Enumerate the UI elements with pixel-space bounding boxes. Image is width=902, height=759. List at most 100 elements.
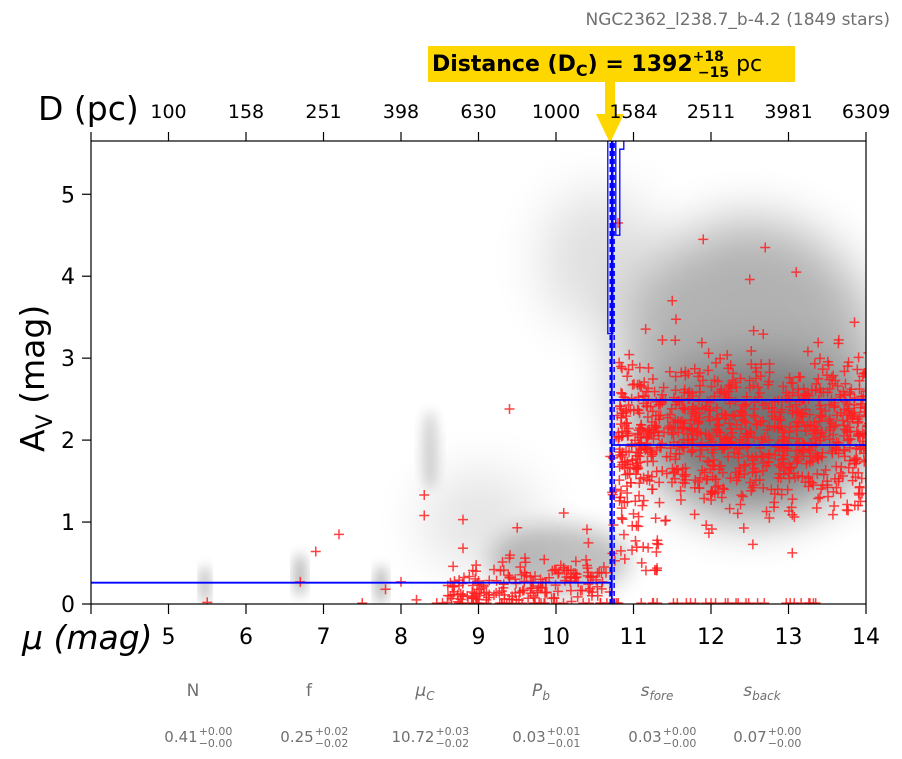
star-marker — [798, 383, 809, 394]
star-marker — [800, 388, 811, 399]
star-marker — [683, 368, 694, 379]
star-marker — [478, 580, 489, 591]
star-marker — [742, 451, 753, 462]
star-marker — [764, 358, 775, 369]
param-lower-error: −0.00 — [663, 737, 697, 750]
star-marker — [473, 584, 484, 595]
star-marker — [751, 418, 762, 429]
star-marker — [761, 506, 772, 517]
star-marker — [719, 484, 730, 495]
star-marker — [651, 466, 662, 477]
star-marker — [743, 598, 754, 604]
star-marker — [839, 390, 850, 401]
star-marker — [501, 598, 512, 604]
star-marker — [627, 520, 638, 531]
x-tick-label: 11 — [620, 625, 648, 650]
star-marker — [865, 480, 866, 482]
star-marker — [654, 497, 665, 508]
star-marker — [846, 384, 857, 395]
star-marker — [717, 444, 728, 455]
star-marker — [711, 402, 722, 413]
star-marker — [634, 478, 645, 489]
y-axis-label-main: A — [13, 429, 52, 452]
star-marker — [813, 493, 824, 504]
star-marker — [749, 411, 760, 422]
star-marker — [861, 391, 866, 402]
star-marker — [747, 482, 758, 493]
star-marker — [739, 459, 750, 470]
star-marker — [643, 424, 654, 435]
star-marker — [705, 405, 716, 416]
star-marker — [547, 565, 558, 576]
star-marker — [616, 363, 627, 374]
top-tick-label: 1584 — [609, 101, 657, 123]
star-marker — [643, 542, 654, 553]
star-marker — [479, 588, 490, 599]
density-blob-d — [422, 410, 438, 490]
star-marker — [790, 451, 801, 462]
star-marker — [868, 409, 878, 419]
star-marker — [595, 598, 606, 604]
param-value: 0.03 — [512, 728, 545, 746]
star-marker — [697, 465, 708, 476]
star-marker — [310, 546, 321, 557]
y-axis-label-unit: (mag) — [13, 305, 52, 415]
star-marker — [706, 523, 717, 534]
star-marker — [820, 464, 831, 475]
star-marker — [760, 242, 771, 253]
star-marker — [670, 414, 681, 425]
star-marker — [781, 393, 792, 404]
star-marker — [693, 396, 704, 407]
star-marker — [202, 597, 213, 604]
star-marker — [643, 383, 654, 394]
star-marker — [782, 484, 793, 495]
star-marker — [648, 456, 659, 467]
star-marker — [697, 375, 708, 386]
star-marker — [769, 497, 780, 508]
star-marker — [763, 379, 774, 390]
top-tick-label: 2511 — [687, 101, 735, 123]
star-marker — [773, 460, 784, 471]
star-marker — [626, 439, 637, 450]
star-marker — [863, 352, 866, 354]
star-marker — [776, 404, 787, 415]
star-marker — [867, 432, 877, 442]
star-marker — [722, 433, 733, 444]
y-tick-label: 2 — [61, 429, 75, 454]
star-marker — [690, 475, 701, 486]
star-marker — [659, 427, 670, 438]
star-marker — [529, 598, 540, 604]
star-marker — [845, 389, 856, 400]
star-marker — [712, 425, 723, 436]
star-marker — [722, 349, 733, 360]
star-marker — [820, 405, 831, 416]
star-marker — [472, 578, 483, 589]
star-marker — [583, 537, 594, 548]
y-axis-label-sub: V — [33, 414, 58, 429]
star-marker — [811, 502, 822, 513]
star-marker — [380, 584, 391, 595]
star-marker — [650, 513, 661, 524]
star-marker — [862, 510, 866, 512]
star-marker — [696, 337, 707, 348]
star-marker — [812, 453, 823, 464]
star-marker — [504, 571, 515, 582]
star-marker — [638, 472, 649, 483]
star-marker — [858, 368, 866, 379]
x-tick-label: 6 — [239, 625, 253, 650]
star-marker — [582, 570, 593, 581]
star-marker — [616, 485, 627, 496]
star-marker — [769, 406, 780, 417]
param-upper-error: +0.00 — [663, 725, 697, 738]
star-marker — [835, 488, 846, 499]
star-marker — [437, 598, 448, 604]
param-lower-error: −0.02 — [435, 737, 469, 750]
star-marker — [616, 512, 627, 523]
star-marker — [740, 460, 751, 471]
star-marker — [716, 492, 727, 503]
star-marker — [667, 295, 678, 306]
star-marker — [861, 426, 866, 428]
star-marker — [660, 515, 671, 526]
star-marker — [800, 426, 811, 437]
star-marker — [758, 458, 769, 469]
